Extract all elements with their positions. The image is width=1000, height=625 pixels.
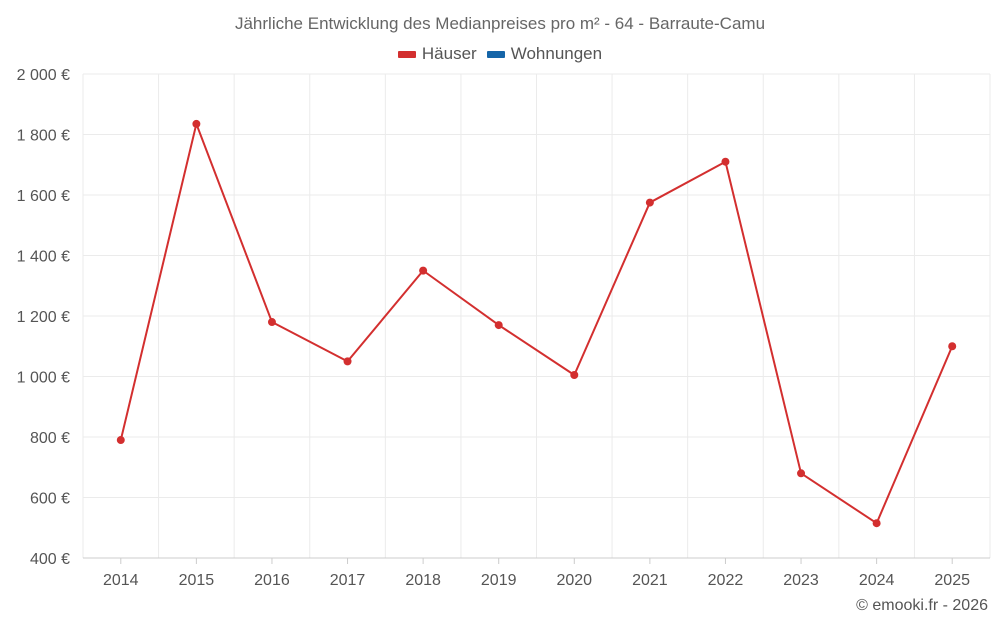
x-tick-label: 2025 bbox=[934, 572, 970, 589]
data-point bbox=[948, 342, 957, 351]
credit-text: © emooki.fr - 2026 bbox=[856, 597, 988, 614]
y-tick-label: 1 800 € bbox=[17, 128, 70, 145]
x-tick-label: 2016 bbox=[254, 572, 290, 589]
legend-label-haeuser: Häuser bbox=[421, 44, 477, 63]
y-tick-label: 800 € bbox=[30, 430, 70, 447]
chart-title: Jährliche Entwicklung des Medianpreises … bbox=[234, 14, 766, 33]
data-point bbox=[570, 370, 579, 379]
data-point bbox=[494, 321, 503, 330]
data-point bbox=[721, 157, 730, 166]
x-tick-label: 2021 bbox=[632, 572, 668, 589]
x-tick-label: 2020 bbox=[556, 572, 592, 589]
y-tick-label: 400 € bbox=[30, 551, 70, 568]
data-point bbox=[192, 119, 201, 128]
series-line-0 bbox=[119, 122, 954, 525]
x-tick-label: 2017 bbox=[330, 572, 366, 589]
y-tick-label: 600 € bbox=[30, 491, 70, 508]
x-tick-label: 2015 bbox=[179, 572, 215, 589]
x-tick-label: 2014 bbox=[103, 572, 139, 589]
data-point bbox=[267, 318, 276, 327]
data-point bbox=[419, 266, 428, 275]
x-tick-label: 2018 bbox=[405, 572, 441, 589]
data-point bbox=[645, 198, 654, 207]
data-point bbox=[116, 436, 125, 445]
legend-item-haeuser[interactable]: Häuser bbox=[397, 44, 477, 64]
legend: Häuser Wohnungen bbox=[0, 44, 1000, 64]
x-tick-label: 2019 bbox=[481, 572, 517, 589]
data-point bbox=[797, 469, 806, 478]
legend-swatch-wohnungen bbox=[486, 50, 505, 58]
x-tick-label: 2024 bbox=[859, 572, 895, 589]
x-tick-label: 2022 bbox=[708, 572, 744, 589]
data-point bbox=[872, 519, 881, 528]
y-tick-label: 1 000 € bbox=[17, 370, 70, 387]
x-tick-label: 2023 bbox=[783, 572, 819, 589]
y-tick-label: 1 600 € bbox=[17, 188, 70, 205]
legend-item-wohnungen[interactable]: Wohnungen bbox=[486, 44, 603, 64]
legend-label-wohnungen: Wohnungen bbox=[510, 44, 603, 63]
y-tick-label: 1 400 € bbox=[17, 249, 70, 266]
data-point bbox=[343, 357, 352, 366]
y-tick-label: 1 200 € bbox=[17, 309, 70, 326]
y-tick-label: 2 000 € bbox=[17, 67, 70, 84]
legend-swatch-haeuser bbox=[397, 50, 416, 58]
